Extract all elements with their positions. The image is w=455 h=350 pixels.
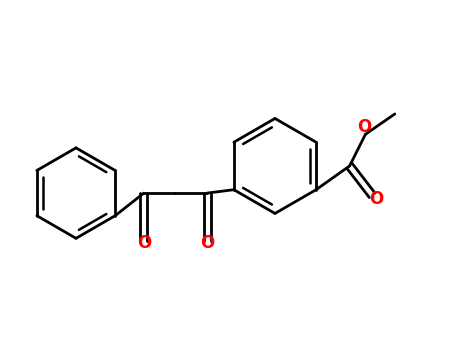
Text: O: O <box>357 118 372 136</box>
Text: O: O <box>200 234 214 252</box>
Text: O: O <box>369 190 383 208</box>
Text: O: O <box>136 234 151 252</box>
